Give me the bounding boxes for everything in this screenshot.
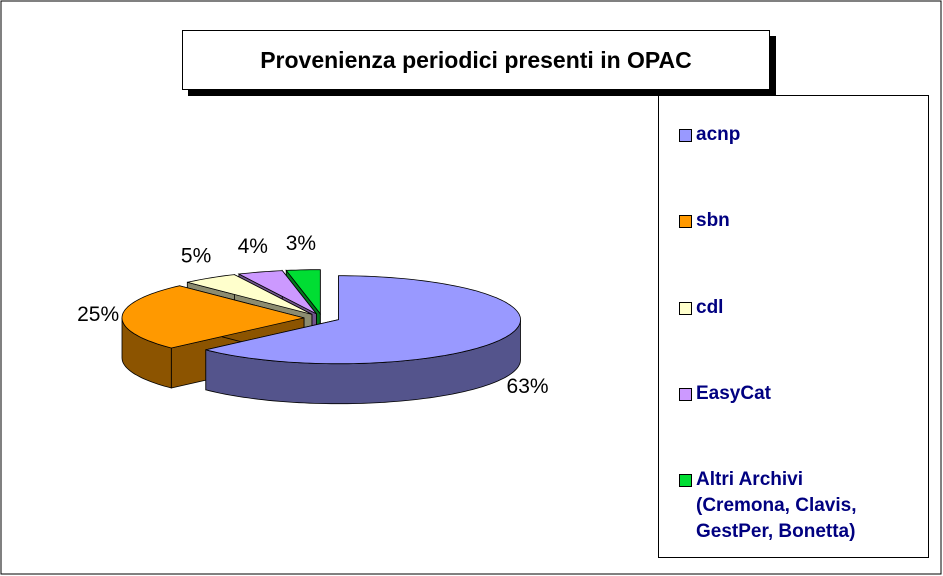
- legend-label: Altri Archivi (Cremona, Clavis, GestPer,…: [696, 469, 857, 542]
- legend-label: acnp: [696, 124, 741, 145]
- legend-swatch: [679, 387, 692, 401]
- slice: [285, 269, 321, 315]
- legend-label: cdl: [696, 296, 724, 318]
- slice: [205, 275, 521, 365]
- data-label: 5%: [181, 244, 211, 267]
- legend-item: EasyCat: [679, 381, 928, 407]
- legend-item: acnp: [679, 122, 928, 148]
- data-label: 3%: [286, 232, 316, 255]
- slice: [121, 285, 305, 349]
- legend-swatch: [679, 474, 692, 487]
- legend: acnp sbn cdl EasyCat Altri Archivi (Cremona,…: [658, 95, 929, 558]
- legend-label: sbn: [696, 210, 730, 232]
- data-label: 63%: [507, 375, 549, 398]
- data-label: 4%: [238, 235, 268, 258]
- legend-swatch: [679, 129, 692, 142]
- legend-swatch: [679, 215, 692, 229]
- chart-title: Provenienza periodici presenti in OPAC: [182, 30, 770, 90]
- data-label: 25%: [77, 303, 119, 326]
- legend-item: cdl: [679, 295, 928, 321]
- slice: [237, 270, 317, 315]
- legend-item: sbn: [679, 208, 928, 234]
- legend-swatch: [679, 301, 692, 315]
- legend-item: Altri Archivi (Cremona, Clavis, GestPer,…: [679, 467, 928, 545]
- slice: [187, 274, 313, 315]
- legend-label: EasyCat: [696, 382, 771, 404]
